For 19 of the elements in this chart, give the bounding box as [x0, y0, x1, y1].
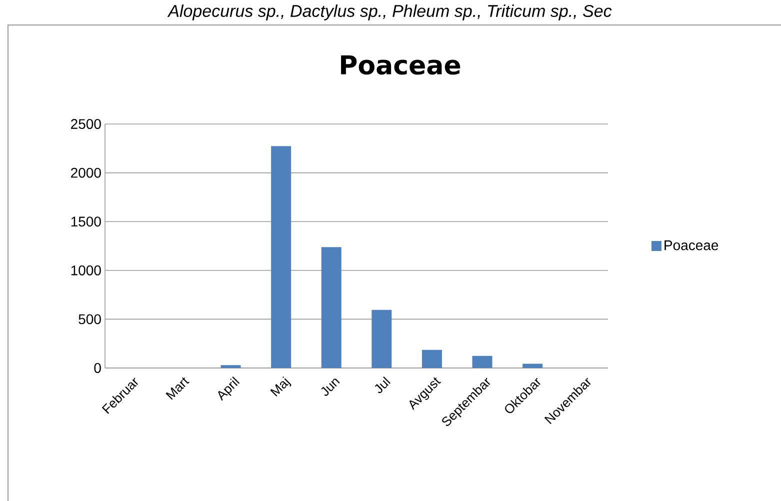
- y-tick-label: 0: [94, 363, 101, 373]
- bar: [422, 350, 442, 368]
- x-tick-label: Jul: [374, 376, 391, 394]
- y-tick-label: 500: [78, 314, 101, 324]
- text: Alopecurus sp., Dactylus sp., Phleum sp., Triticum sp., Sec: [167, 4, 612, 20]
- bar: [220, 365, 241, 368]
- y-tick-label: 1000: [71, 265, 101, 276]
- bar: [271, 146, 292, 368]
- x-tick-label: Maj: [270, 376, 292, 397]
- bar: [522, 364, 543, 368]
- y-tick-label: 2500: [71, 119, 101, 129]
- y-tick-label: 1500: [71, 216, 101, 227]
- bar: [321, 247, 342, 368]
- chart-title: Poaceae: [341, 55, 460, 75]
- bar: [472, 356, 492, 368]
- y-tick-label: 2000: [71, 168, 101, 178]
- legend-label: Poaceae: [664, 240, 718, 250]
- bar: [372, 310, 392, 368]
- x-tick-label: Jun: [321, 378, 340, 396]
